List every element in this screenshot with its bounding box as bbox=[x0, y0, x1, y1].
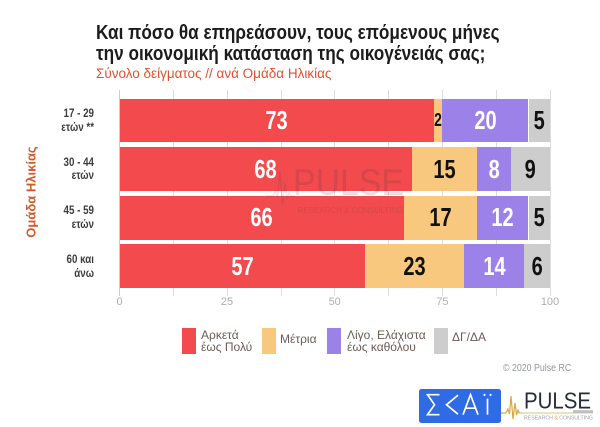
svg-text:RESEARCH & CONSULTING: RESEARCH & CONSULTING bbox=[524, 416, 593, 422]
svg-text:PULSE: PULSE bbox=[524, 388, 591, 414]
svg-text:RESEARCH & CONSULTING: RESEARCH & CONSULTING bbox=[298, 205, 404, 215]
svg-text:PULSE: PULSE bbox=[293, 162, 404, 203]
